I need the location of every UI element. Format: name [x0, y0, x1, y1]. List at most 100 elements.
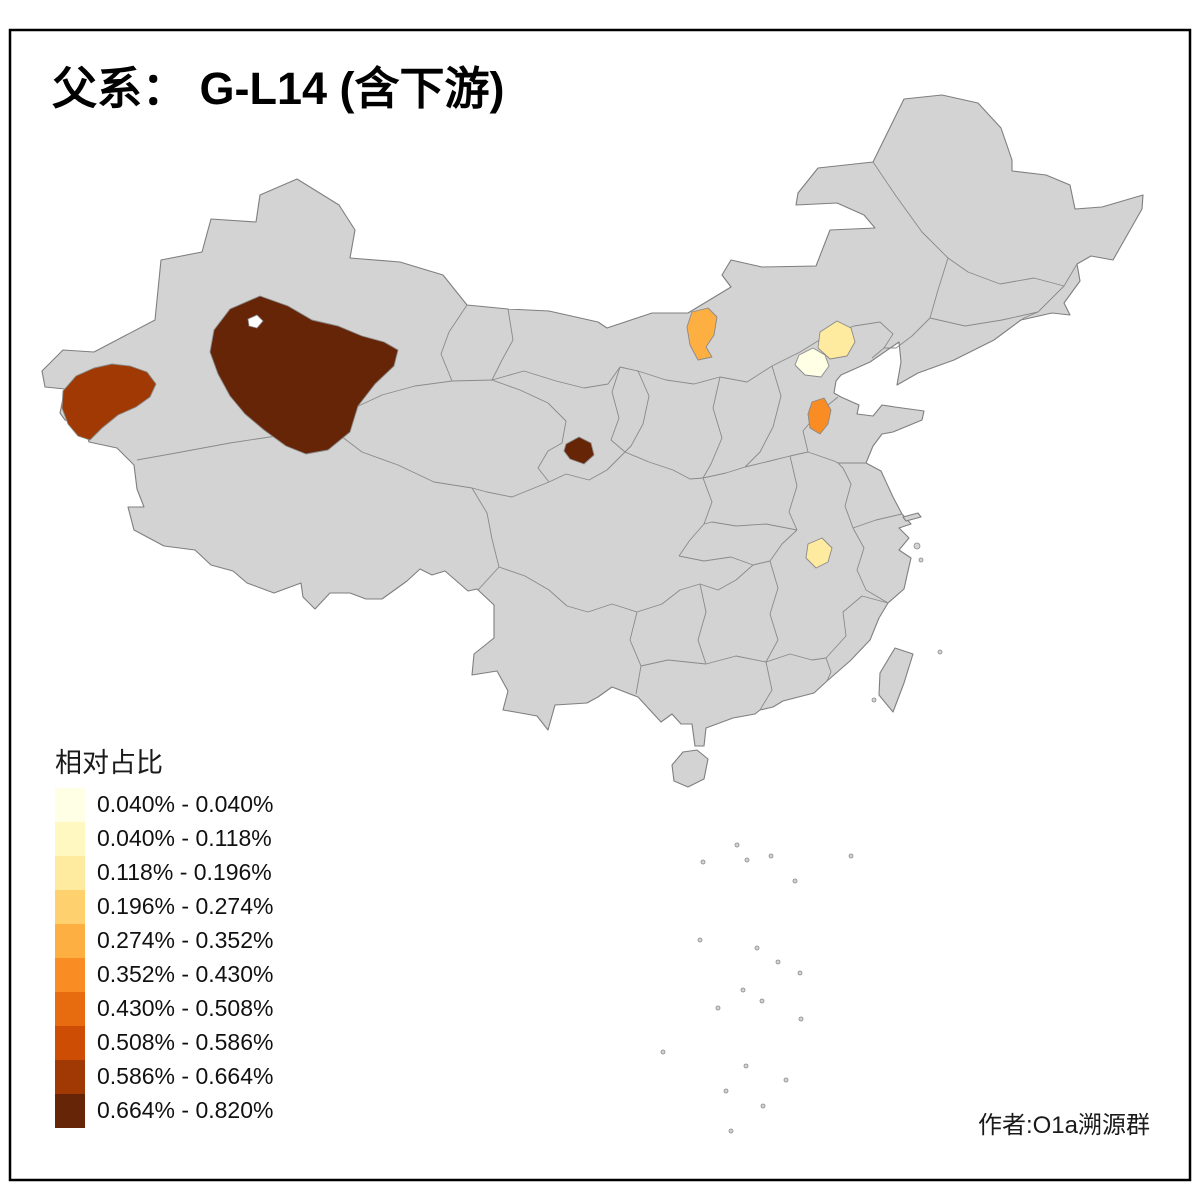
islet	[760, 1103, 766, 1109]
province-border	[967, 263, 1078, 287]
legend-swatch	[55, 822, 85, 856]
islet	[775, 959, 781, 965]
province-border	[471, 487, 500, 591]
legend-swatch	[55, 924, 85, 958]
legend-label: 0.430% - 0.508%	[97, 995, 273, 1021]
islet	[798, 1016, 804, 1022]
province-border	[498, 566, 589, 613]
islet	[783, 1077, 789, 1083]
province-border	[872, 161, 969, 273]
highlighted-regions	[61, 295, 856, 569]
islet	[697, 937, 703, 943]
province-border	[744, 365, 782, 468]
legend-label: 0.274% - 0.352%	[97, 927, 273, 953]
taiwan-island	[878, 647, 914, 713]
islet	[734, 842, 740, 848]
province-border	[788, 455, 798, 531]
islet	[740, 987, 746, 993]
legend-swatch	[55, 890, 85, 924]
legend-swatch	[55, 1094, 85, 1128]
hainan-island	[671, 749, 709, 788]
region-east-hebei	[807, 397, 832, 435]
legend: 相对占比 0.040% - 0.040% 0.040% - 0.118% 0.1…	[55, 748, 273, 1128]
province-border	[471, 481, 550, 498]
province-border	[765, 653, 827, 663]
province-border	[929, 257, 949, 319]
province-border	[807, 451, 866, 464]
region-anhui	[805, 537, 833, 569]
legend-swatch	[55, 958, 85, 992]
islet	[744, 857, 750, 863]
islet	[918, 557, 924, 563]
province-border	[702, 376, 723, 479]
islet	[913, 542, 921, 550]
map-canvas	[41, 94, 1144, 1134]
province-border	[451, 379, 549, 404]
figure-title: 父系： G-L14 (含下游)	[52, 63, 505, 114]
province-border	[491, 366, 621, 389]
province-border	[629, 611, 642, 695]
province-border	[703, 521, 798, 531]
region-beijing	[794, 347, 830, 378]
province-border	[537, 402, 567, 483]
islet	[700, 859, 706, 865]
province-border	[1020, 311, 1039, 321]
author-credit: 作者:O1a溯源群	[978, 1112, 1150, 1139]
province-border	[697, 583, 707, 665]
legend-swatch	[55, 856, 85, 890]
islet	[715, 1005, 721, 1011]
region-south-xinjiang	[209, 295, 399, 455]
region-central-gansu	[563, 436, 595, 465]
legend-label: 0.040% - 0.040%	[97, 791, 273, 817]
province-border	[825, 595, 889, 659]
legend-label: 0.118% - 0.196%	[97, 859, 272, 885]
province-border	[744, 451, 809, 468]
region-north-hebei	[817, 320, 856, 360]
islet	[871, 697, 877, 703]
province-border	[825, 657, 832, 682]
islet	[728, 1128, 734, 1134]
province-border	[624, 451, 704, 480]
islet	[848, 853, 854, 859]
islet	[754, 945, 760, 951]
province-border	[610, 366, 626, 453]
legend-label: 0.040% - 0.118%	[97, 825, 272, 851]
province-border	[884, 317, 931, 349]
legend-label: 0.196% - 0.274%	[97, 893, 273, 919]
province-border	[702, 466, 746, 479]
figure-border	[8, 28, 1192, 1182]
region-enclave	[247, 314, 264, 329]
legend-label: 0.352% - 0.430%	[97, 961, 273, 987]
province-border	[769, 529, 798, 562]
islands	[660, 512, 943, 1134]
legend-title: 相对占比	[55, 748, 163, 778]
islet	[792, 878, 798, 884]
province-border	[765, 560, 779, 663]
china-mainland	[41, 94, 1144, 747]
islet	[937, 649, 943, 655]
legend-label: 0.664% - 0.820%	[97, 1097, 273, 1123]
province-border	[336, 432, 473, 489]
province-borders	[136, 161, 1078, 711]
province-border	[837, 462, 854, 529]
legend-swatch	[55, 1060, 85, 1094]
legend-swatch	[55, 1026, 85, 1060]
region-west-xinjiang	[61, 363, 157, 441]
legend-label: 0.508% - 0.586%	[97, 1029, 273, 1055]
province-border	[852, 513, 903, 529]
islet	[768, 853, 774, 859]
chongming-island	[902, 512, 922, 522]
province-border	[759, 661, 773, 711]
legend-label: 0.586% - 0.664%	[97, 1063, 273, 1089]
islet	[759, 998, 765, 1004]
legend-swatch	[55, 992, 85, 1026]
province-border	[678, 555, 771, 566]
legend-swatch	[55, 788, 85, 822]
islet	[723, 1088, 729, 1094]
province-border	[640, 655, 767, 667]
province-border	[548, 451, 626, 483]
province-border	[619, 366, 650, 453]
province-border	[852, 527, 889, 604]
province-border	[491, 308, 514, 381]
